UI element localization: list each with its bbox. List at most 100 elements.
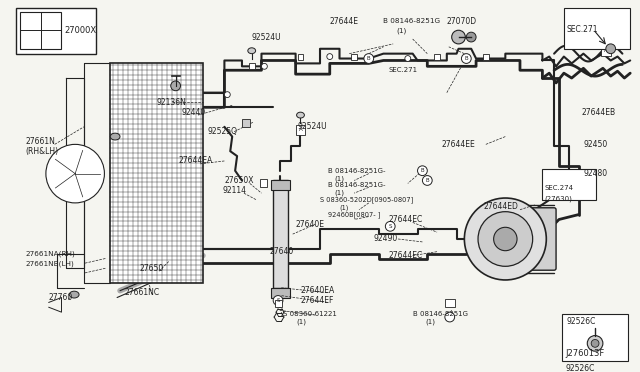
Ellipse shape	[248, 48, 255, 54]
Text: 27070D: 27070D	[447, 17, 477, 26]
Text: 27644ED: 27644ED	[484, 202, 519, 211]
Text: (1): (1)	[296, 319, 307, 325]
Text: 27644EB: 27644EB	[581, 108, 616, 117]
Text: 27661NC: 27661NC	[125, 288, 160, 297]
Text: (1): (1)	[335, 190, 344, 196]
Text: SEC.271: SEC.271	[567, 25, 598, 34]
Text: SEC.274: SEC.274	[545, 185, 573, 191]
Text: S: S	[388, 224, 392, 229]
Text: J276013F: J276013F	[566, 349, 605, 357]
Circle shape	[452, 30, 465, 44]
Bar	[562, 314, 628, 361]
Text: B: B	[426, 178, 429, 183]
Text: 27644EC: 27644EC	[388, 215, 422, 224]
Text: 27644EA: 27644EA	[179, 157, 213, 166]
Text: 92480: 92480	[584, 169, 607, 178]
Bar	[110, 63, 203, 283]
Text: 27640: 27640	[269, 247, 294, 256]
Circle shape	[273, 296, 283, 305]
Text: 27000X: 27000X	[65, 26, 97, 35]
Bar	[20, 12, 61, 49]
Circle shape	[385, 221, 395, 231]
Text: 92526C: 92526C	[567, 317, 596, 326]
Circle shape	[467, 32, 476, 42]
Bar	[15, 8, 95, 54]
Circle shape	[591, 340, 599, 347]
Ellipse shape	[110, 133, 120, 140]
Circle shape	[417, 166, 428, 176]
Circle shape	[171, 81, 180, 91]
Text: 92526C: 92526C	[566, 364, 595, 372]
Circle shape	[461, 54, 471, 63]
Text: SEC.271: SEC.271	[388, 67, 417, 73]
Circle shape	[46, 144, 104, 203]
Text: 27650X: 27650X	[225, 176, 254, 185]
Text: 92114: 92114	[223, 186, 246, 195]
Text: 27640EA: 27640EA	[301, 286, 335, 295]
Bar	[249, 63, 255, 69]
Circle shape	[327, 54, 333, 60]
Text: 92524U: 92524U	[252, 33, 282, 42]
Text: (1): (1)	[426, 319, 435, 325]
Bar	[445, 299, 454, 307]
Text: S: S	[276, 298, 280, 303]
Text: 92460B[0807- ]: 92460B[0807- ]	[328, 211, 380, 218]
Bar	[275, 301, 282, 307]
Text: 27644EF: 27644EF	[301, 296, 334, 305]
Text: B 08146-8251G-: B 08146-8251G-	[328, 168, 385, 174]
Bar	[543, 169, 596, 200]
Text: (1): (1)	[335, 175, 344, 182]
Text: (27630): (27630)	[545, 196, 572, 202]
Text: 92450: 92450	[584, 140, 607, 149]
Bar	[296, 125, 305, 135]
Text: 27644EC: 27644EC	[388, 251, 422, 260]
Circle shape	[405, 55, 411, 61]
Text: 27661N: 27661N	[26, 137, 55, 146]
Bar	[601, 46, 611, 55]
Circle shape	[493, 227, 517, 251]
Circle shape	[225, 92, 230, 97]
Circle shape	[262, 63, 268, 69]
Bar	[483, 54, 489, 60]
Text: (1): (1)	[339, 205, 349, 211]
Text: 92525Q: 92525Q	[208, 127, 238, 136]
Text: 27760: 27760	[49, 293, 73, 302]
Circle shape	[465, 198, 547, 280]
Text: 27661NB(LH): 27661NB(LH)	[26, 260, 74, 267]
Text: 27661NA(RH): 27661NA(RH)	[26, 250, 75, 257]
Text: A: A	[299, 127, 302, 132]
Circle shape	[606, 44, 616, 54]
Text: B: B	[420, 168, 424, 173]
Circle shape	[364, 54, 374, 63]
Text: 92136N: 92136N	[156, 98, 186, 107]
Bar	[434, 54, 440, 60]
Bar	[298, 54, 303, 60]
Bar	[260, 179, 268, 187]
Text: 27650: 27650	[140, 264, 164, 273]
Text: A: A	[604, 48, 608, 53]
Text: 27644E: 27644E	[330, 17, 359, 26]
Circle shape	[588, 336, 603, 351]
Ellipse shape	[69, 291, 79, 298]
FancyBboxPatch shape	[518, 208, 556, 270]
Text: 92490: 92490	[374, 234, 398, 244]
Circle shape	[478, 212, 532, 266]
Circle shape	[445, 312, 454, 322]
Text: 27640E: 27640E	[296, 220, 324, 229]
Bar	[273, 180, 288, 288]
Text: B 08146-8251G: B 08146-8251G	[413, 311, 468, 317]
Text: B: B	[465, 56, 468, 61]
Text: S 08360-61221: S 08360-61221	[283, 311, 337, 317]
Bar	[271, 180, 290, 190]
Text: 92524U: 92524U	[298, 122, 327, 131]
Bar	[271, 288, 290, 298]
Text: 27644EE: 27644EE	[442, 140, 476, 149]
Circle shape	[422, 176, 432, 185]
Text: S 08360-5202D[0905-0807]: S 08360-5202D[0905-0807]	[320, 196, 413, 203]
Bar	[564, 8, 630, 49]
Bar	[351, 54, 357, 60]
Text: B: B	[367, 56, 371, 61]
Text: B 08146-8251G: B 08146-8251G	[383, 19, 440, 25]
Text: B 08146-8251G-: B 08146-8251G-	[328, 182, 385, 188]
Text: (RH&LH): (RH&LH)	[26, 147, 58, 156]
